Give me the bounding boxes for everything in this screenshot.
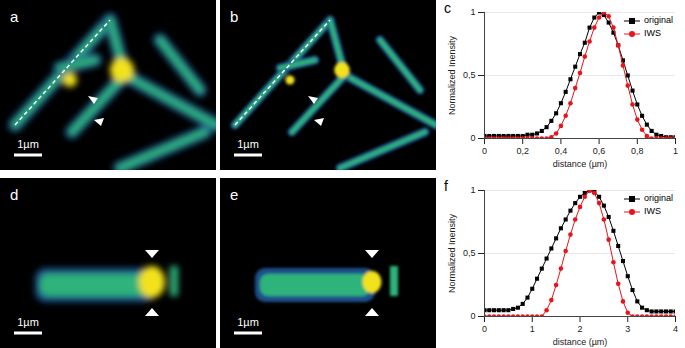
svg-text:0,5: 0,5 [463, 248, 476, 258]
svg-text:1: 1 [673, 146, 678, 156]
svg-text:a: a [10, 8, 19, 25]
svg-text:0,4: 0,4 [555, 146, 568, 156]
svg-text:0,6: 0,6 [593, 146, 606, 156]
svg-text:1: 1 [470, 185, 475, 195]
svg-text:Normalized Inensity: Normalized Inensity [447, 213, 457, 293]
svg-text:0,5: 0,5 [463, 70, 476, 80]
svg-text:0,8: 0,8 [631, 146, 644, 156]
svg-text:distance (µm): distance (µm) [553, 337, 608, 347]
svg-text:3: 3 [625, 324, 630, 334]
svg-text:0,2: 0,2 [516, 146, 529, 156]
svg-text:0: 0 [470, 311, 475, 321]
svg-text:1: 1 [530, 324, 535, 334]
svg-text:Normalized Inensity: Normalized Inensity [447, 35, 457, 115]
html-text:original: original [644, 193, 673, 203]
html-text:IWS: IWS [644, 28, 661, 38]
svg-text:0: 0 [470, 133, 475, 143]
svg-text:1µm: 1µm [237, 316, 259, 328]
svg-text:4: 4 [673, 324, 678, 334]
svg-text:1µm: 1µm [17, 138, 39, 150]
html-text:original: original [644, 15, 673, 25]
svg-text:1: 1 [470, 7, 475, 17]
svg-text:0: 0 [482, 146, 487, 156]
html-text:f: f [444, 178, 448, 194]
svg-text:2: 2 [577, 324, 582, 334]
svg-text:0: 0 [482, 324, 487, 334]
html-text:IWS: IWS [644, 206, 661, 216]
svg-text:1µm: 1µm [237, 138, 259, 150]
svg-text:d: d [10, 186, 18, 203]
svg-text:distance (µm): distance (µm) [553, 159, 608, 169]
svg-text:b: b [230, 8, 238, 25]
svg-text:1µm: 1µm [17, 316, 39, 328]
html-text:c: c [444, 0, 451, 16]
svg-text:e: e [230, 186, 238, 203]
